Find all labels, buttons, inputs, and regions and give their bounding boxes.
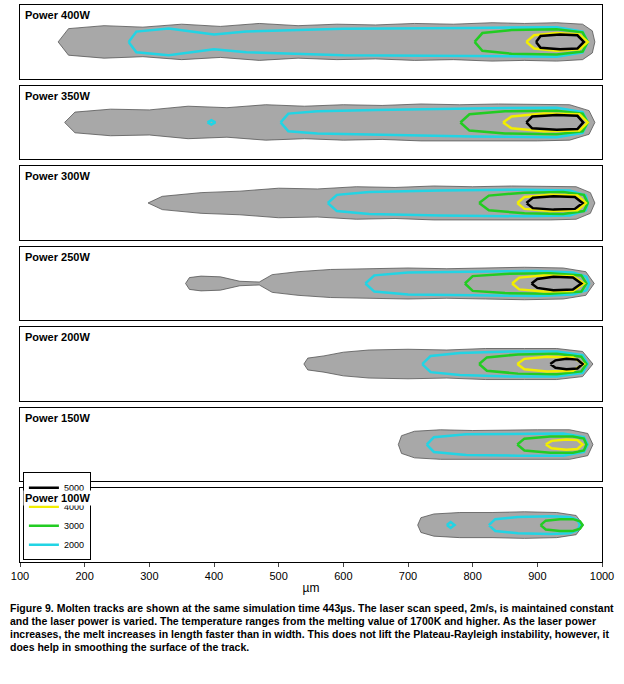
svg-text:700: 700 — [399, 570, 417, 582]
svg-text:100: 100 — [11, 570, 29, 582]
svg-text:Power 100W: Power 100W — [25, 492, 90, 504]
svg-text:3000: 3000 — [64, 521, 84, 531]
html-text:Figure 9. Molten tracks are sh: Figure 9. Molten tracks are shown at the… — [10, 602, 614, 653]
svg-text:900: 900 — [528, 570, 546, 582]
svg-text:4000: 4000 — [64, 502, 84, 512]
svg-text:Power 200W: Power 200W — [25, 331, 90, 343]
svg-text:Power 150W: Power 150W — [25, 412, 90, 424]
svg-text:300: 300 — [140, 570, 158, 582]
svg-text:2000: 2000 — [64, 540, 84, 550]
svg-text:600: 600 — [334, 570, 352, 582]
svg-text:400: 400 — [205, 570, 223, 582]
svg-text:Power 400W: Power 400W — [25, 9, 90, 21]
svg-text:800: 800 — [463, 570, 481, 582]
svg-text:µm: µm — [303, 581, 320, 595]
svg-text:Power 350W: Power 350W — [25, 90, 90, 102]
svg-text:500: 500 — [269, 570, 287, 582]
svg-text:200: 200 — [75, 570, 93, 582]
svg-text:1000: 1000 — [590, 570, 614, 582]
svg-text:5000: 5000 — [64, 483, 84, 493]
svg-text:Power 250W: Power 250W — [25, 251, 90, 263]
svg-text:Power 300W: Power 300W — [25, 170, 90, 182]
